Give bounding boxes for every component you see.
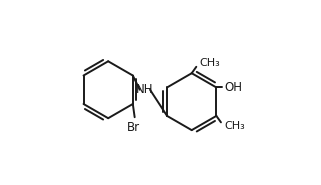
Text: CH₃: CH₃	[200, 58, 220, 68]
Text: CH₃: CH₃	[224, 121, 245, 131]
Text: OH: OH	[225, 81, 243, 94]
Text: NH: NH	[136, 83, 154, 96]
Text: Br: Br	[127, 120, 140, 134]
